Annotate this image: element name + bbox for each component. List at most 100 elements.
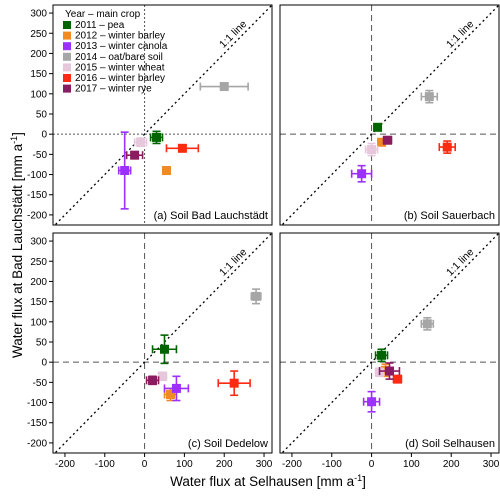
x-tick-label: 300 <box>483 459 500 470</box>
panel-label: (a) Soil Bad Lauchstädt <box>154 210 268 222</box>
x-axis-title-end: ] <box>362 474 366 489</box>
panel-frame <box>279 4 500 226</box>
panel-b: 1:1 line (b) Soil Sauerbach <box>279 4 500 226</box>
data-marker <box>161 166 171 176</box>
data-marker <box>367 397 377 407</box>
data-marker <box>373 122 383 132</box>
y-axis-title-text: Water flux at Bad Lauchstädt [mm a <box>10 143 25 358</box>
data-marker <box>148 375 158 385</box>
y-tick-label: -150 <box>27 418 47 429</box>
one-to-one-line <box>281 233 499 453</box>
svg-text:Water flux at Selhausen [mm a-: Water flux at Selhausen [mm a-1] <box>170 473 366 489</box>
data-point <box>438 140 457 154</box>
y-tick-label: -100 <box>27 170 47 181</box>
y-tick-label: 250 <box>30 29 47 40</box>
legend-swatch <box>63 63 71 72</box>
data-marker <box>424 92 434 102</box>
x-tick-label: 100 <box>403 459 420 470</box>
one-to-one-line <box>54 233 272 453</box>
data-marker <box>136 137 146 147</box>
data-point <box>382 135 393 145</box>
panel-frame <box>52 232 273 454</box>
panel-label: (b) Soil Sauerbach <box>404 210 495 222</box>
x-tick-label: -200 <box>282 459 302 470</box>
one-to-one-line <box>54 5 272 225</box>
y-tick-label: -150 <box>27 190 47 201</box>
legend-entry: 2014 – oat/bare soil <box>75 52 163 63</box>
one-to-one-label: 1:1 line <box>217 18 250 51</box>
x-tick-label: 300 <box>256 459 273 470</box>
data-point <box>133 137 148 148</box>
panel-plot-area: 1:1 line <box>280 233 499 453</box>
panel-label: (c) Soil Dedelow <box>188 438 268 450</box>
legend-entry: 2013 – winter canola <box>75 41 168 52</box>
one-to-one-label: 1:1 line <box>444 246 477 279</box>
data-marker <box>120 166 130 176</box>
y-tick-label: 150 <box>30 69 47 80</box>
data-point <box>420 316 435 331</box>
data-point <box>374 348 389 363</box>
panel-plot-area: 1:1 line <box>53 5 272 225</box>
panel-frame <box>52 4 273 226</box>
legend-swatch <box>63 74 71 82</box>
y-tick-label: -100 <box>27 398 47 409</box>
legend-entry: 2011 – pea <box>75 20 125 31</box>
legend-swatch <box>63 52 71 61</box>
panel-a: 1:1 line (a) Soil Bad Lauchstädt -200 -150 -… <box>27 4 273 226</box>
y-tick-label: 0 <box>41 358 47 369</box>
legend-entry: 2015 – winter wheat <box>75 62 165 73</box>
panel-plot-area: 1:1 line <box>53 233 272 453</box>
panel-d: 1:1 line (d) Soil Selhausen -200 -100 0 100 20… <box>279 232 500 470</box>
data-marker <box>152 132 162 142</box>
y-tick-label: -200 <box>27 210 47 221</box>
y-tick-label: -50 <box>33 150 48 161</box>
x-axis-title-text: Water flux at Selhausen [mm a <box>170 474 355 489</box>
x-axis-title-sup: -1 <box>354 473 362 483</box>
x-tick-label: 200 <box>443 459 460 470</box>
legend-swatch <box>63 31 71 40</box>
data-point <box>373 122 383 132</box>
y-tick-label: 300 <box>30 237 47 248</box>
data-marker <box>219 82 229 92</box>
legend-entry: 2012 – winter barley <box>75 31 165 42</box>
y-tick-label: 0 <box>41 130 47 141</box>
y-tick-label: 300 <box>30 9 47 20</box>
data-point <box>350 164 373 183</box>
data-point <box>199 82 249 92</box>
data-marker <box>377 137 387 147</box>
x-tick-label: -100 <box>322 459 342 470</box>
data-marker <box>251 291 261 301</box>
y-tick-label: -200 <box>27 438 47 449</box>
legend-title: Year – main crop <box>65 9 141 20</box>
x-tick-label: 100 <box>176 459 193 470</box>
data-point <box>163 375 190 402</box>
y-tick-label: 50 <box>36 109 48 120</box>
data-point <box>125 150 144 160</box>
y-axis-title-sup: -1 <box>9 136 19 144</box>
svg-text:Water flux at Bad Lauchstädt [: Water flux at Bad Lauchstädt [mm a-1] <box>9 132 25 358</box>
y-tick-label: 100 <box>30 317 47 328</box>
data-point <box>364 142 379 157</box>
data-marker <box>158 371 167 381</box>
y-axis-title-end: ] <box>10 132 25 136</box>
data-marker <box>130 150 140 160</box>
x-axis-title: Water flux at Selhausen [mm a-1] <box>170 473 366 489</box>
panel-c: 1:1 line (c) Soil Dedelow -200 -150 -100 -50 0… <box>27 232 273 470</box>
x-tick-label: -100 <box>95 459 115 470</box>
panel-label: (d) Soil Selhausen <box>405 438 495 450</box>
legend-swatch <box>63 42 71 51</box>
x-tick-label: -200 <box>55 459 75 470</box>
data-marker <box>357 169 367 179</box>
data-marker <box>229 378 239 388</box>
legend-entry: 2016 – winter barley <box>75 73 165 84</box>
data-marker <box>159 344 169 354</box>
data-marker <box>422 319 432 329</box>
data-marker <box>383 135 393 145</box>
legend-swatch <box>63 84 71 93</box>
data-marker <box>385 366 394 376</box>
data-point <box>149 130 164 145</box>
one-to-one-label: 1:1 line <box>444 18 477 51</box>
data-point <box>145 375 160 386</box>
data-point <box>151 334 178 365</box>
